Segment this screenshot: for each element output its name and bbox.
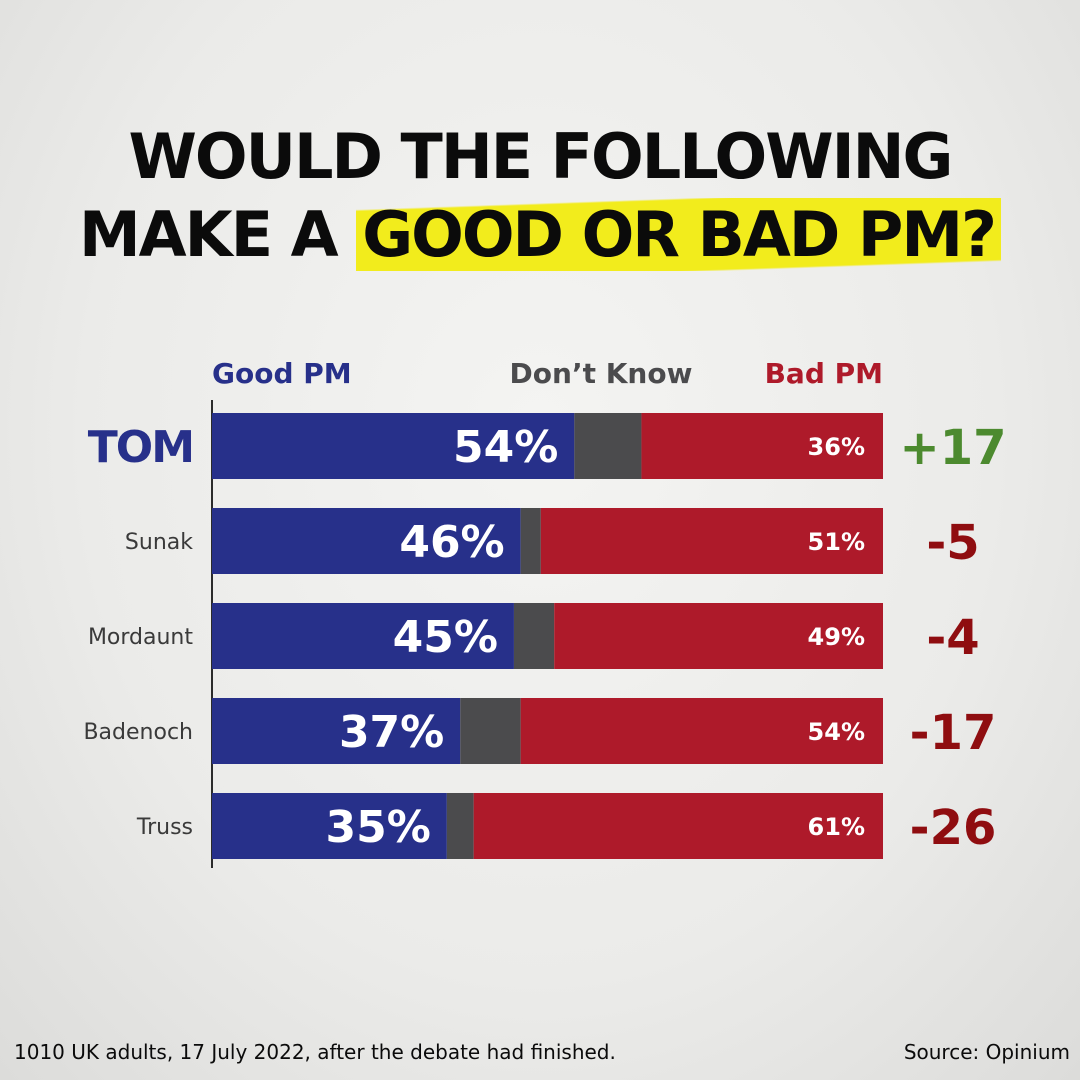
bar-dont-know — [460, 698, 521, 764]
bar-good-pm — [212, 508, 521, 574]
bar-dont-know — [520, 508, 541, 574]
bad-pm-value: 49% — [808, 623, 865, 651]
chart-legend: Good PM Don’t Know Bad PM — [212, 357, 883, 390]
row-label: Badenoch — [83, 720, 193, 745]
bar-dont-know — [446, 793, 474, 859]
bar-good-pm — [212, 793, 447, 859]
net-score: -5 — [926, 515, 979, 571]
bar-dont-know — [513, 603, 555, 669]
headline: WOULD THE FOLLOWING MAKE A GOOD OR BAD P… — [0, 118, 1080, 274]
bar-rows: TOM 54% 36% +17 Sunak 46% 51% -5 Mordaunt 45% 49% -… — [83, 413, 1007, 859]
bar-dont-know — [574, 413, 642, 479]
bar-row-mordaunt: Mordaunt 45% 49% -4 — [88, 603, 980, 669]
net-score: +17 — [899, 420, 1006, 476]
row-label: Mordaunt — [88, 625, 193, 650]
bar-bad-pm — [473, 793, 883, 859]
footer-sample-note: 1010 UK adults, 17 July 2022, after the … — [14, 1040, 616, 1064]
good-pm-value: 46% — [399, 517, 504, 568]
good-pm-value: 54% — [453, 422, 558, 473]
legend-dont-know: Don’t Know — [510, 357, 693, 390]
good-pm-value: 35% — [326, 802, 431, 853]
bar-row-tom: TOM 54% 36% +17 — [88, 413, 1007, 479]
headline-line-2-prefix: MAKE A — [78, 198, 357, 271]
bad-pm-value: 61% — [808, 813, 865, 841]
bar-row-truss: Truss 35% 61% -26 — [136, 793, 996, 859]
good-pm-value: 45% — [393, 612, 498, 663]
bar-bad-pm — [520, 698, 883, 764]
bar-row-badenoch: Badenoch 37% 54% -17 — [83, 698, 996, 764]
net-score: -17 — [910, 705, 997, 761]
bad-pm-value: 51% — [808, 528, 865, 556]
bad-pm-value: 54% — [808, 718, 865, 746]
net-score: -26 — [910, 800, 997, 856]
row-label: TOM — [88, 422, 193, 473]
legend-good-pm: Good PM — [212, 357, 352, 390]
bar-bad-pm — [540, 508, 883, 574]
row-label: Truss — [136, 815, 193, 840]
bar-bad-pm — [554, 603, 883, 669]
net-score: -4 — [926, 610, 979, 666]
bar-good-pm — [212, 698, 461, 764]
bar-bad-pm — [641, 413, 883, 479]
footer-source: Source: Opinium — [903, 1040, 1070, 1064]
legend-bad-pm: Bad PM — [765, 357, 883, 390]
bad-pm-value: 36% — [808, 433, 865, 461]
bar-good-pm — [212, 603, 514, 669]
headline-line-2: MAKE A GOOD OR BAD PM? — [0, 196, 1080, 274]
bar-row-sunak: Sunak 46% 51% -5 — [125, 508, 980, 574]
bar-good-pm — [212, 413, 575, 479]
headline-line-1: WOULD THE FOLLOWING — [128, 120, 954, 193]
row-label: Sunak — [125, 530, 193, 555]
good-pm-value: 37% — [339, 707, 444, 758]
headline-highlight: GOOD OR BAD PM? — [356, 198, 1001, 271]
